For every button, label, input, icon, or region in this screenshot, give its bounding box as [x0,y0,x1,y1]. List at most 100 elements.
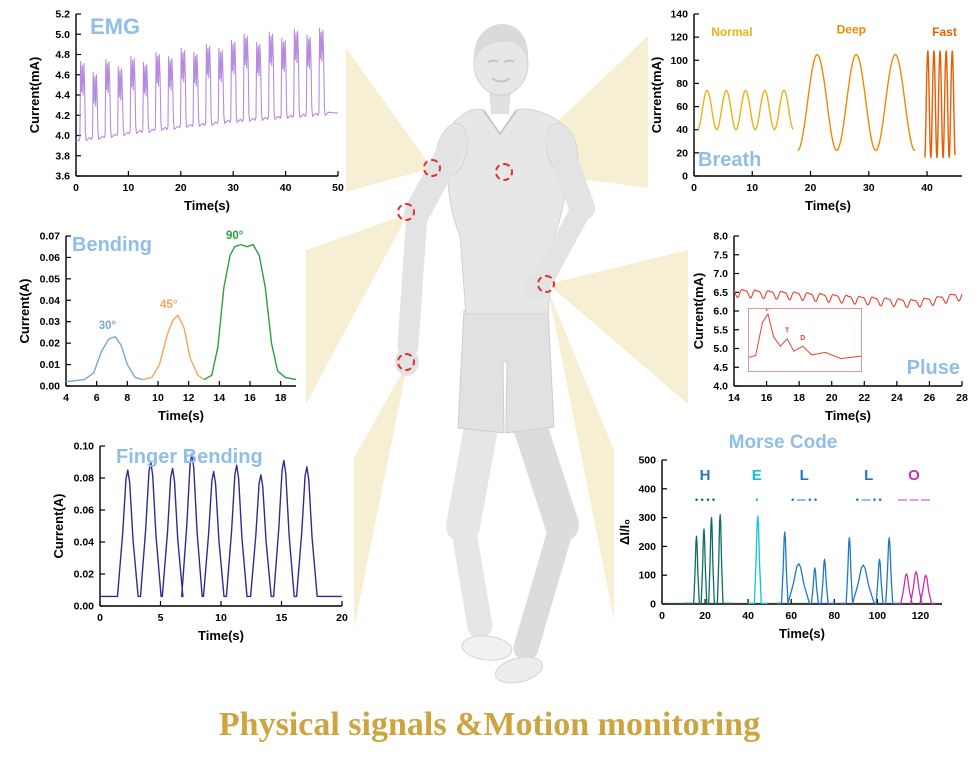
svg-text:18: 18 [275,392,287,404]
svg-text:4.5: 4.5 [713,362,728,374]
svg-text:40: 40 [280,182,292,194]
svg-text:14: 14 [728,392,740,404]
svg-text:20: 20 [175,182,187,194]
shorts [457,309,555,434]
svg-text:Current(mA): Current(mA) [27,57,42,134]
svg-text:40: 40 [921,182,933,194]
svg-text:26: 26 [924,392,936,404]
beam-morse [548,290,614,620]
svg-text:0: 0 [682,171,688,183]
svg-text:10: 10 [746,182,758,194]
svg-text:30°: 30° [99,320,117,332]
hair [473,24,529,62]
right-eye [503,59,515,63]
back-shin [513,512,575,661]
svg-text:10: 10 [215,612,227,624]
svg-text:4.8: 4.8 [55,49,70,61]
series-line [697,89,794,131]
beam-emg [346,48,432,192]
chart-title-emg: EMG [90,14,141,39]
series-line [76,27,339,142]
svg-text:Current(mA): Current(mA) [691,273,706,350]
series-line [840,537,899,605]
svg-text:6: 6 [94,392,100,404]
svg-text:• • • •: • • • • [695,495,715,505]
svg-text:60: 60 [676,101,688,113]
plot-svg: 14 16 18 20 22 24 26 28 4.0 4.5 5.0 5.5 6.0 6.5 7.0 7.5… [691,231,968,424]
svg-text:Time(s): Time(s) [158,408,204,423]
series-line [797,53,916,152]
smile [491,77,511,83]
back-shoe [495,656,543,684]
figure-caption: Physical signals &Motion monitoring [218,706,761,743]
svg-text:0.04: 0.04 [40,295,61,307]
svg-text:0.03: 0.03 [40,316,61,328]
svg-text:0.00: 0.00 [74,601,95,613]
svg-text:100: 100 [638,570,656,582]
svg-text:140: 140 [670,9,688,21]
human-figure [395,24,595,684]
svg-text:0: 0 [650,599,656,611]
svg-text:Current(A): Current(A) [51,494,66,559]
svg-text:5.5: 5.5 [713,324,728,336]
svg-text:60: 60 [785,610,797,622]
plot-svg: 0 5 10 15 20 0.00 0.02 0.04 0.06 0.08 0.10 Time(s) C… [51,441,348,644]
svg-text:18: 18 [793,392,805,404]
svg-text:0.05: 0.05 [40,273,61,285]
svg-text:20: 20 [826,392,838,404]
svg-text:Current(mA): Current(mA) [649,57,664,134]
left-forearm [533,197,593,289]
neck [489,90,511,114]
svg-text:8: 8 [124,392,130,404]
inset-svg: P T D [748,306,862,360]
right-forearm [397,202,428,357]
beam-bending [306,214,408,404]
svg-text:O: O [908,467,920,484]
svg-text:20: 20 [676,147,688,159]
svg-text:40: 40 [676,124,688,136]
svg-text:0.02: 0.02 [74,569,95,581]
svg-text:10: 10 [123,182,135,194]
svg-text:5.2: 5.2 [55,9,70,21]
left-hand [524,275,550,299]
svg-text:4.4: 4.4 [55,90,70,102]
plot-svg: 0 10 20 30 40 0 20 40 60 80 100 120 140 Time(s) Curren… [649,9,962,213]
chart-finger-bending: Finger Bending 0 5 10 15 20 0.00 0.02 0.04 0.06 0… [50,438,352,646]
svg-text:Normal: Normal [711,25,752,39]
pulse-inset: P T D [748,306,862,372]
svg-text:Time(s): Time(s) [198,628,244,643]
svg-text:120: 120 [912,610,930,622]
front-shin [450,513,493,639]
chart-bending: Bending 4 6 8 10 12 14 16 18 0.00 0.01 0.02 0.03 0.0… [16,228,304,426]
svg-text:12: 12 [183,392,195,404]
svg-text:• ― • •: • ― • • [791,495,817,505]
svg-text:8.0: 8.0 [713,231,728,243]
series-line [776,531,835,605]
series-line [683,514,734,605]
svg-text:100: 100 [869,610,887,622]
chart-breath: Breath 0 10 20 30 40 0 20 40 60 80 100 120 140 Time(s… [648,6,970,216]
right-hand [395,348,419,376]
chart-title-breath: Breath [698,149,762,171]
svg-text:P: P [766,309,771,313]
svg-text:ΔI/I₀: ΔI/I₀ [617,519,632,545]
svg-text:120: 120 [670,32,688,44]
svg-text:16: 16 [761,392,773,404]
series-line [65,335,143,383]
svg-text:4.0: 4.0 [55,130,70,142]
svg-text:6.0: 6.0 [713,306,728,318]
left-eye [487,59,499,63]
chart-title-finger-bending: Finger Bending [116,446,263,468]
svg-text:400: 400 [638,483,656,495]
chart-title-bending: Bending [72,234,152,256]
svg-text:4.0: 4.0 [713,381,728,393]
svg-text:300: 300 [638,512,656,524]
svg-text:45°: 45° [160,299,178,311]
svg-text:0: 0 [691,182,697,194]
svg-text:6.5: 6.5 [713,287,728,299]
chart-emg: EMG 0 10 20 30 40 50 3.6 3.8 4.0 4.2 4.4 4.6 4.8 5.0 5… [26,6,346,216]
svg-text:― ― ―: ― ― ― [898,495,930,505]
series-line [898,571,936,605]
svg-text:0.04: 0.04 [74,537,95,549]
